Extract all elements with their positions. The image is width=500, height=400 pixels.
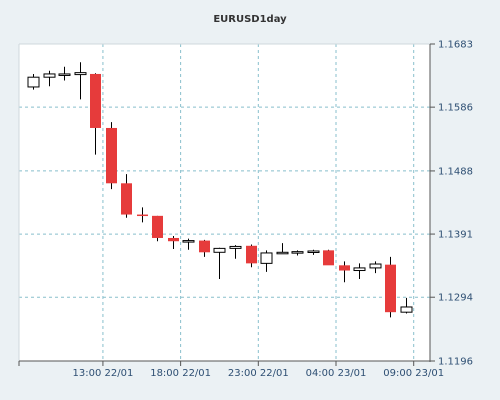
candle-body-up — [229, 245, 242, 249]
y-tick-label: 1.1391 — [438, 230, 473, 241]
x-tick-label: 23:00 22/01 — [228, 368, 289, 379]
tick-labels: 1.1683 1.1586 1.1488 1.1391 1.1294 1.1196 13:0… — [73, 40, 473, 380]
x-tick-label: 04:00 23/01 — [306, 368, 367, 379]
candle-body-down — [246, 245, 257, 264]
y-tick-label: 1.1488 — [438, 166, 473, 177]
candle-body-down — [323, 250, 334, 266]
candle-body-down — [339, 265, 350, 271]
candle-body-up — [27, 76, 40, 88]
candle-body-up — [74, 72, 87, 76]
candle-body-down — [121, 183, 132, 215]
x-tick-label: 09:00 23/01 — [383, 368, 444, 379]
x-tick-label: 18:00 22/01 — [150, 368, 211, 379]
y-tick-label: 1.1683 — [438, 40, 473, 51]
candle-body-down — [106, 127, 117, 184]
candle-body-up — [291, 251, 304, 254]
y-tick-label: 1.1196 — [438, 357, 473, 368]
candle-body-down — [152, 215, 163, 238]
candle-body-up — [43, 73, 56, 78]
plot-area — [19, 44, 430, 361]
axes — [18, 43, 435, 366]
candle-body-up — [213, 247, 226, 253]
grid-lines — [19, 44, 430, 361]
candle-body-down — [137, 214, 148, 217]
x-tick-label: 13:00 22/01 — [73, 368, 134, 379]
y-tick-label: 1.1586 — [438, 103, 473, 114]
candle-body-up — [260, 252, 273, 264]
candle-body-up — [182, 240, 195, 243]
candle-body-down — [199, 240, 210, 253]
candle-body-up — [276, 251, 289, 255]
candle-body-up — [307, 250, 320, 253]
y-tick-label: 1.1294 — [438, 293, 473, 304]
candle-body-down — [385, 264, 396, 313]
candles — [27, 62, 413, 318]
candle-body-up — [369, 263, 382, 269]
candle-body-up — [353, 267, 366, 272]
candle-body-up — [400, 306, 413, 313]
candle-body-down — [168, 237, 179, 242]
candle-body-down — [90, 73, 101, 128]
candle-body-up — [58, 73, 71, 76]
chart-title: EURUSD1day — [213, 14, 287, 25]
